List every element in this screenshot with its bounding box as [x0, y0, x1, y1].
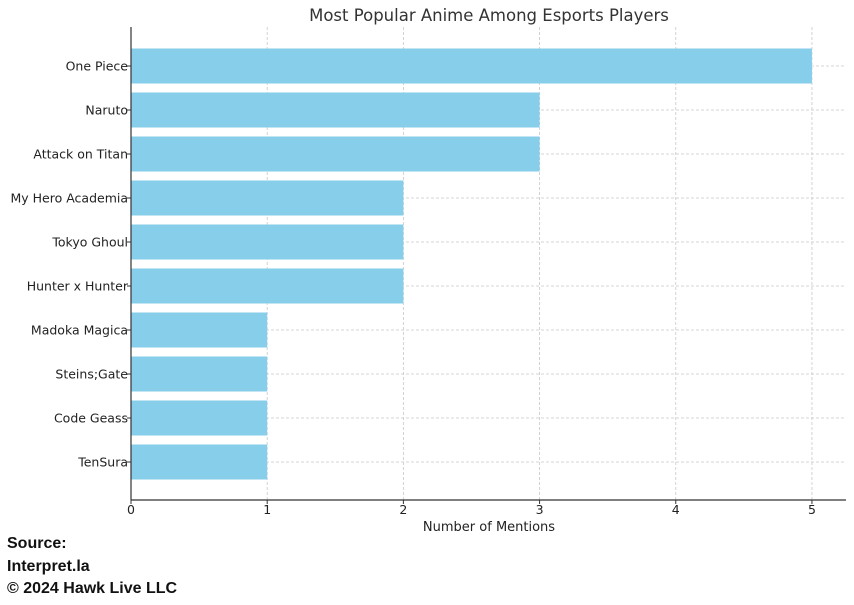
tick-labels: 0 1 2 3 4 5 One Piece Naruto Attack on Titan My H… — [10, 59, 815, 518]
source-label: Source: — [7, 535, 67, 552]
bar-naruto — [131, 92, 540, 128]
y-tick-label: Steins;Gate — [55, 367, 128, 382]
x-tick-label: 2 — [399, 502, 407, 517]
y-tick-label: Attack on Titan — [33, 147, 128, 162]
bar-tokyo-ghoul — [131, 224, 404, 260]
y-tick-label: TenSura — [77, 455, 128, 470]
source-name: Interpret.la — [7, 557, 90, 575]
copyright-text: © 2024 Hawk Live LLC — [7, 580, 178, 597]
y-tick-label: Code Geass — [54, 411, 128, 426]
x-tick-label: 5 — [808, 502, 816, 517]
x-tick-label: 3 — [536, 502, 544, 517]
bar-steins-gate — [131, 356, 268, 392]
source-footer: Source: Interpret.la © 2024 Hawk Live LL… — [7, 533, 177, 601]
y-tick-label: Naruto — [85, 103, 128, 118]
bar-my-hero-academia — [131, 180, 404, 216]
bar-code-geass — [131, 400, 268, 436]
y-tick-label: Hunter x Hunter — [27, 279, 129, 294]
x-tick-label: 1 — [263, 502, 271, 517]
y-tick-label: Tokyo Ghoul — [51, 235, 128, 250]
bar-attack-on-titan — [131, 136, 540, 172]
bar-tensura — [131, 444, 268, 480]
bar-hunter-x-hunter — [131, 268, 404, 304]
chart-title: Most Popular Anime Among Esports Players — [309, 6, 669, 25]
bars — [131, 48, 812, 480]
y-tick-label: Madoka Magica — [31, 323, 128, 338]
x-tick-label: 4 — [672, 502, 680, 517]
bar-madoka-magica — [131, 312, 268, 348]
y-tick-label: My Hero Academia — [10, 191, 128, 206]
x-axis-label: Number of Mentions — [423, 520, 555, 535]
axes — [127, 27, 846, 504]
bar-one-piece — [131, 48, 812, 84]
x-tick-label: 0 — [127, 502, 135, 517]
y-tick-label: One Piece — [66, 59, 129, 74]
